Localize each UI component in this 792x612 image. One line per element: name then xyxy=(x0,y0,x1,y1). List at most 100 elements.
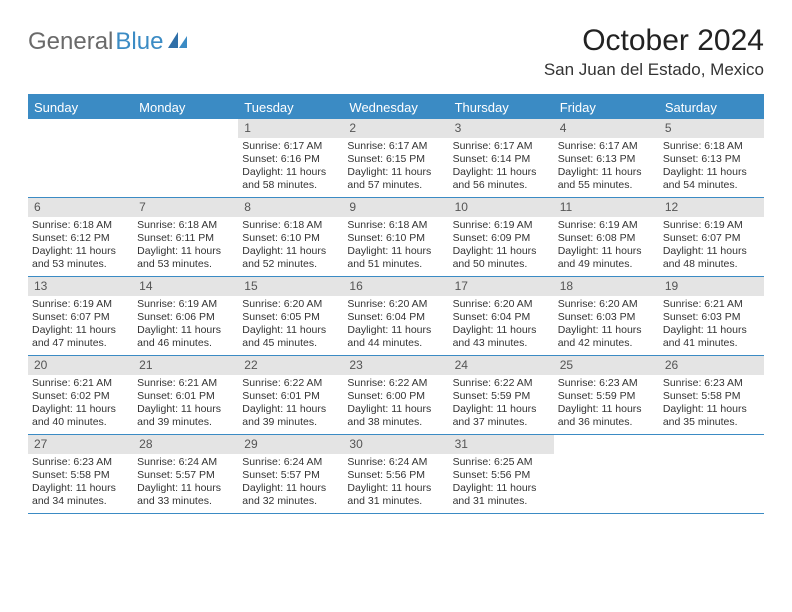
sunset-text: Sunset: 5:58 PM xyxy=(663,390,760,403)
sunset-text: Sunset: 6:02 PM xyxy=(32,390,129,403)
logo-text-1: General xyxy=(28,28,113,56)
sunrise-text: Sunrise: 6:19 AM xyxy=(137,298,234,311)
day-number: 8 xyxy=(238,198,343,217)
daylight-text: Daylight: 11 hours and 53 minutes. xyxy=(137,245,234,271)
day-number: 26 xyxy=(659,356,764,375)
sunrise-text: Sunrise: 6:24 AM xyxy=(137,456,234,469)
day-cell xyxy=(554,435,659,513)
day-number: 19 xyxy=(659,277,764,296)
day-cell: 26Sunrise: 6:23 AMSunset: 5:58 PMDayligh… xyxy=(659,356,764,434)
sunset-text: Sunset: 6:01 PM xyxy=(242,390,339,403)
day-number: 10 xyxy=(449,198,554,217)
sunset-text: Sunset: 6:08 PM xyxy=(558,232,655,245)
daylight-text: Daylight: 11 hours and 50 minutes. xyxy=(453,245,550,271)
sunrise-text: Sunrise: 6:18 AM xyxy=(137,219,234,232)
day-body: Sunrise: 6:22 AMSunset: 6:00 PMDaylight:… xyxy=(343,377,448,430)
day-body: Sunrise: 6:22 AMSunset: 5:59 PMDaylight:… xyxy=(449,377,554,430)
day-cell: 31Sunrise: 6:25 AMSunset: 5:56 PMDayligh… xyxy=(449,435,554,513)
sunset-text: Sunset: 6:06 PM xyxy=(137,311,234,324)
day-cell: 6 Sunrise: 6:18 AMSunset: 6:12 PMDaylight… xyxy=(28,198,133,276)
day-body: Sunrise: 6:18 AMSunset: 6:10 PMDaylight:… xyxy=(343,219,448,272)
day-cell: 23 Sunrise: 6:22 AMSunset: 6:00 PMDayligh… xyxy=(343,356,448,434)
logo-sail-icon xyxy=(167,28,189,56)
dow-cell: Thursday xyxy=(449,96,554,119)
day-number: 28 xyxy=(133,435,238,454)
sunset-text: Sunset: 5:57 PM xyxy=(242,469,339,482)
location: San Juan del Estado, Mexico xyxy=(544,60,764,80)
sunrise-text: Sunrise: 6:20 AM xyxy=(347,298,444,311)
day-cell: 30Sunrise: 6:24 AMSunset: 5:56 PMDayligh… xyxy=(343,435,448,513)
day-number: 11 xyxy=(554,198,659,217)
daylight-text: Daylight: 11 hours and 39 minutes. xyxy=(242,403,339,429)
daylight-text: Daylight: 11 hours and 48 minutes. xyxy=(663,245,760,271)
daylight-text: Daylight: 11 hours and 40 minutes. xyxy=(32,403,129,429)
header: GeneralBlue October 2024 San Juan del Es… xyxy=(28,24,764,80)
sunrise-text: Sunrise: 6:23 AM xyxy=(32,456,129,469)
day-body: Sunrise: 6:20 AMSunset: 6:05 PMDaylight:… xyxy=(238,298,343,351)
day-body: Sunrise: 6:18 AMSunset: 6:12 PMDaylight:… xyxy=(28,219,133,272)
sunset-text: Sunset: 5:56 PM xyxy=(347,469,444,482)
day-body: Sunrise: 6:17 AMSunset: 6:14 PMDaylight:… xyxy=(449,140,554,193)
daylight-text: Daylight: 11 hours and 53 minutes. xyxy=(32,245,129,271)
sunset-text: Sunset: 6:12 PM xyxy=(32,232,129,245)
sunset-text: Sunset: 6:04 PM xyxy=(453,311,550,324)
day-cell: 27 Sunrise: 6:23 AMSunset: 5:58 PMDayligh… xyxy=(28,435,133,513)
day-number: 29 xyxy=(238,435,343,454)
daylight-text: Daylight: 11 hours and 57 minutes. xyxy=(347,166,444,192)
day-number: 17 xyxy=(449,277,554,296)
day-cell: 20Sunrise: 6:21 AMSunset: 6:02 PMDayligh… xyxy=(28,356,133,434)
day-body: Sunrise: 6:18 AMSunset: 6:11 PMDaylight:… xyxy=(133,219,238,272)
day-number: 27 xyxy=(28,435,133,454)
day-body: Sunrise: 6:19 AMSunset: 6:09 PMDaylight:… xyxy=(449,219,554,272)
day-cell: 4Sunrise: 6:17 AMSunset: 6:13 PMDaylight… xyxy=(554,119,659,197)
day-body: Sunrise: 6:19 AMSunset: 6:07 PMDaylight:… xyxy=(28,298,133,351)
sunset-text: Sunset: 6:07 PM xyxy=(663,232,760,245)
day-number: 24 xyxy=(449,356,554,375)
dow-cell: Monday xyxy=(133,96,238,119)
sunset-text: Sunset: 5:59 PM xyxy=(558,390,655,403)
daylight-text: Daylight: 11 hours and 34 minutes. xyxy=(32,482,129,508)
day-cell: 14Sunrise: 6:19 AMSunset: 6:06 PMDayligh… xyxy=(133,277,238,355)
day-number: 23 xyxy=(343,356,448,375)
day-number: 14 xyxy=(133,277,238,296)
sunrise-text: Sunrise: 6:21 AM xyxy=(32,377,129,390)
day-body: Sunrise: 6:22 AMSunset: 6:01 PMDaylight:… xyxy=(238,377,343,430)
week-row: 27 Sunrise: 6:23 AMSunset: 5:58 PMDayligh… xyxy=(28,435,764,514)
daylight-text: Daylight: 11 hours and 41 minutes. xyxy=(663,324,760,350)
sunset-text: Sunset: 6:13 PM xyxy=(558,153,655,166)
day-body: Sunrise: 6:23 AMSunset: 5:58 PMDaylight:… xyxy=(28,456,133,509)
calendar: SundayMondayTuesdayWednesdayThursdayFrid… xyxy=(28,94,764,514)
sunrise-text: Sunrise: 6:18 AM xyxy=(242,219,339,232)
sunrise-text: Sunrise: 6:19 AM xyxy=(32,298,129,311)
day-number: 22 xyxy=(238,356,343,375)
sunset-text: Sunset: 6:15 PM xyxy=(347,153,444,166)
sunset-text: Sunset: 6:13 PM xyxy=(663,153,760,166)
sunset-text: Sunset: 6:10 PM xyxy=(242,232,339,245)
sunrise-text: Sunrise: 6:20 AM xyxy=(453,298,550,311)
day-number: 7 xyxy=(133,198,238,217)
day-number xyxy=(133,119,238,137)
day-body: Sunrise: 6:21 AMSunset: 6:01 PMDaylight:… xyxy=(133,377,238,430)
day-cell: 11 Sunrise: 6:19 AMSunset: 6:08 PMDayligh… xyxy=(554,198,659,276)
day-body: Sunrise: 6:19 AMSunset: 6:08 PMDaylight:… xyxy=(554,219,659,272)
day-number: 31 xyxy=(449,435,554,454)
calendar-page: GeneralBlue October 2024 San Juan del Es… xyxy=(0,0,792,514)
day-cell: 18Sunrise: 6:20 AMSunset: 6:03 PMDayligh… xyxy=(554,277,659,355)
day-cell: 10 Sunrise: 6:19 AMSunset: 6:09 PMDayligh… xyxy=(449,198,554,276)
dow-cell: Sunday xyxy=(28,96,133,119)
sunrise-text: Sunrise: 6:20 AM xyxy=(558,298,655,311)
daylight-text: Daylight: 11 hours and 44 minutes. xyxy=(347,324,444,350)
sunrise-text: Sunrise: 6:17 AM xyxy=(453,140,550,153)
sunset-text: Sunset: 6:03 PM xyxy=(558,311,655,324)
daylight-text: Daylight: 11 hours and 47 minutes. xyxy=(32,324,129,350)
sunrise-text: Sunrise: 6:17 AM xyxy=(242,140,339,153)
logo: GeneralBlue xyxy=(28,24,189,56)
day-cell: 5Sunrise: 6:18 AMSunset: 6:13 PMDaylight… xyxy=(659,119,764,197)
day-number: 21 xyxy=(133,356,238,375)
day-body: Sunrise: 6:17 AMSunset: 6:13 PMDaylight:… xyxy=(554,140,659,193)
day-cell: 9Sunrise: 6:18 AMSunset: 6:10 PMDaylight… xyxy=(343,198,448,276)
day-cell: 22 Sunrise: 6:22 AMSunset: 6:01 PMDayligh… xyxy=(238,356,343,434)
day-number: 6 xyxy=(28,198,133,217)
day-body: Sunrise: 6:19 AMSunset: 6:07 PMDaylight:… xyxy=(659,219,764,272)
day-body: Sunrise: 6:17 AMSunset: 6:16 PMDaylight:… xyxy=(238,140,343,193)
